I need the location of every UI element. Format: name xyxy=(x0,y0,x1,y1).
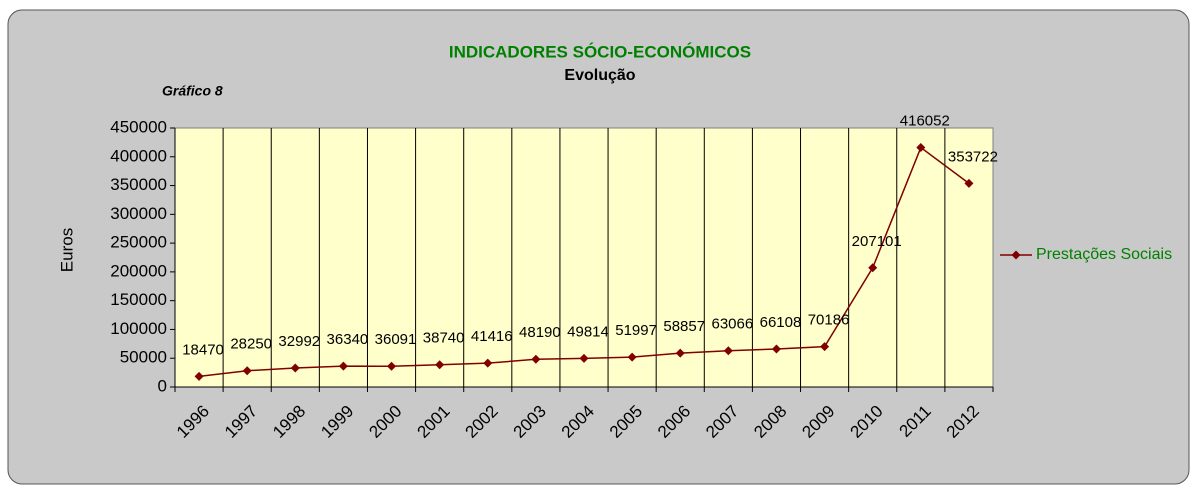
data-point xyxy=(531,354,541,364)
data-point xyxy=(820,342,830,352)
data-label: 51997 xyxy=(615,322,657,339)
data-point xyxy=(338,361,348,371)
chart-annotation: Gráfico 8 xyxy=(162,83,223,99)
data-label: 32992 xyxy=(278,333,320,350)
data-point xyxy=(868,263,878,273)
y-tick-label: 0 xyxy=(158,376,167,395)
y-tick-label: 100000 xyxy=(110,319,167,338)
data-label: 353722 xyxy=(948,148,998,165)
data-label: 48190 xyxy=(519,324,561,341)
y-tick-label: 350000 xyxy=(110,175,167,194)
data-label: 58857 xyxy=(663,318,705,335)
plot-area xyxy=(174,127,994,388)
y-tick-label: 50000 xyxy=(120,348,167,367)
data-label: 63066 xyxy=(711,316,753,333)
data-label: 41416 xyxy=(471,328,513,345)
data-point xyxy=(916,143,926,153)
chart-subtitle: Evolução xyxy=(564,67,635,84)
data-label: 207101 xyxy=(852,233,902,250)
data-label: 66108 xyxy=(760,314,802,331)
y-tick-label: 250000 xyxy=(110,233,167,252)
data-label: 49814 xyxy=(567,323,609,340)
legend-marker xyxy=(1011,250,1021,260)
data-point xyxy=(771,344,781,354)
data-point xyxy=(675,348,685,358)
data-point xyxy=(242,366,252,376)
y-tick-label: 450000 xyxy=(110,117,167,136)
data-point xyxy=(290,363,300,373)
data-label: 18470 xyxy=(182,341,224,358)
y-tick-label: 400000 xyxy=(110,146,167,165)
data-label: 38740 xyxy=(423,330,465,347)
data-point xyxy=(723,346,733,356)
data-label: 70186 xyxy=(808,312,850,329)
data-label: 416052 xyxy=(900,113,950,130)
y-tick-label: 300000 xyxy=(110,204,167,223)
data-point xyxy=(627,352,637,362)
y-tick-label: 150000 xyxy=(110,290,167,309)
data-label: 36340 xyxy=(327,331,369,348)
data-point xyxy=(194,371,204,381)
data-label: 36091 xyxy=(375,331,417,348)
data-point xyxy=(387,361,397,371)
y-tick-label: 200000 xyxy=(110,261,167,280)
data-point xyxy=(964,178,974,188)
data-point xyxy=(435,360,445,370)
data-point xyxy=(483,358,493,368)
chart-title: INDICADORES SÓCIO-ECONÓMICOS xyxy=(449,42,751,61)
y-axis-title: Euros xyxy=(57,228,76,272)
data-point xyxy=(579,353,589,363)
data-label: 28250 xyxy=(230,336,272,353)
legend-label: Prestações Sociais xyxy=(1036,246,1172,263)
